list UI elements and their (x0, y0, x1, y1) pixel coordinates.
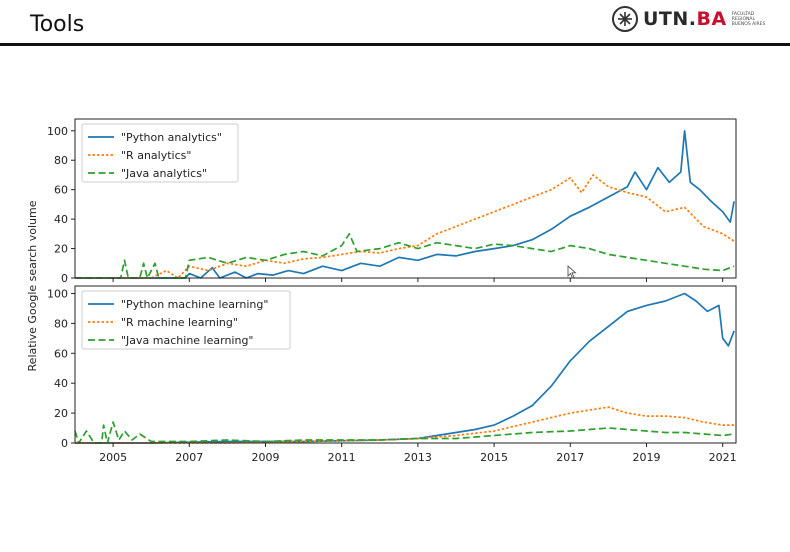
x-tick-label: 2009 (251, 451, 279, 464)
logo-brand: UTN.BA (643, 8, 727, 30)
mouse-cursor-icon (567, 265, 577, 279)
series-line-3 (74, 421, 735, 444)
x-tick-label: 2005 (99, 451, 127, 464)
y-tick-label: 60 (54, 184, 68, 197)
y-tick-label: 100 (47, 125, 68, 138)
series-line-2 (75, 174, 735, 279)
logo-brand-main: UTN. (643, 8, 697, 30)
header-rule (0, 43, 790, 46)
x-tick-label: 2007 (175, 451, 203, 464)
logo-brand-accent: BA (696, 8, 727, 30)
analytics-panel: 0 20 40 60 80 100 "Python analytics" "R analyti… (47, 118, 737, 285)
series-line-3 (75, 232, 735, 279)
logo-subtext: FACULTAD REGIONAL BUENOS AIRES (732, 12, 776, 27)
logo-subtext-line: BUENOS AIRES (731, 21, 766, 27)
slide-header: Tools UTN.BA FACULTAD REGIONAL BUENOS AI… (0, 0, 790, 46)
search-volume-figure: Relative Google search volume 0 20 40 60 80 1… (26, 118, 737, 464)
legend-label: "R machine learning" (121, 316, 238, 329)
y-tick-label: 40 (54, 377, 68, 390)
x-tick-label: 2015 (480, 451, 508, 464)
x-tick-label: 2021 (709, 451, 737, 464)
legend-label: "Java machine learning" (121, 334, 254, 347)
legend-label: "Python machine learning" (121, 298, 268, 311)
legend-box (81, 290, 291, 350)
slide-title: Tools (30, 12, 85, 37)
logo-subtext-line: REGIONAL (731, 16, 755, 22)
y-tick-label: 40 (54, 213, 68, 226)
x-tick-label: 2013 (404, 451, 432, 464)
y-tick-label: 0 (61, 437, 68, 450)
machine-learning-panel: 0 20 40 60 80 100 2005 2007 2009 2011 2013 2015 2017… (47, 285, 737, 464)
y-tick-label: 20 (54, 407, 68, 420)
legend: "Python machine learning" "R machine lear… (81, 290, 291, 350)
legend-label: "R analytics" (121, 149, 191, 162)
x-tick-label: 2019 (632, 451, 660, 464)
y-tick-label: 100 (47, 287, 68, 300)
plot-frame (74, 285, 737, 444)
utn-logo: UTN.BA FACULTAD REGIONAL BUENOS AIRES (612, 4, 776, 34)
x-tick-label: 2011 (328, 451, 356, 464)
utn-seal-icon (612, 6, 638, 32)
y-tick-label: 80 (54, 317, 68, 330)
series-line-2 (75, 406, 735, 444)
legend-box (81, 123, 239, 183)
y-axis-label: Relative Google search volume (26, 200, 39, 371)
y-tick-label: 0 (61, 272, 68, 285)
y-tick-label: 80 (54, 154, 68, 167)
y-tick-label: 60 (54, 347, 68, 360)
legend-label: "Java analytics" (121, 167, 207, 180)
legend: "Python analytics" "R analytics" "Java ana… (81, 123, 239, 183)
x-tick-label: 2017 (556, 451, 584, 464)
logo-subtext-line: FACULTAD (731, 11, 755, 17)
legend-label: "Python analytics" (121, 131, 222, 144)
y-tick-label: 20 (54, 243, 68, 256)
plot-frame (74, 118, 737, 279)
